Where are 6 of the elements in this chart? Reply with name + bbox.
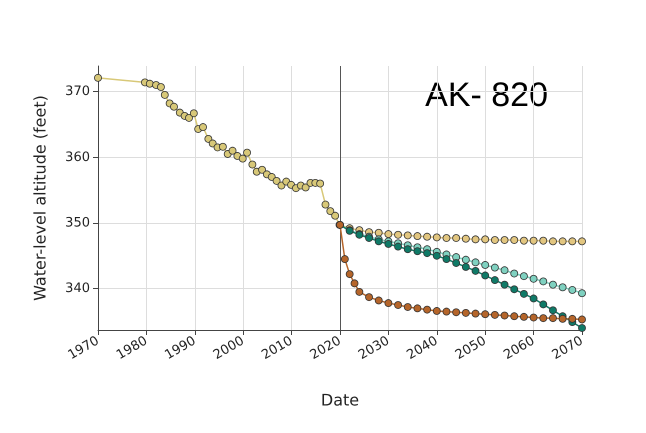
y-tick-label: 340: [65, 281, 90, 296]
x-axis-title: Date: [320, 390, 360, 410]
y-tick-label: 350: [65, 215, 90, 230]
y-axis-title: Water-level altitude (feet): [30, 95, 50, 301]
y-tick-label: 370: [65, 84, 90, 100]
y-tick-label: 360: [65, 150, 90, 165]
